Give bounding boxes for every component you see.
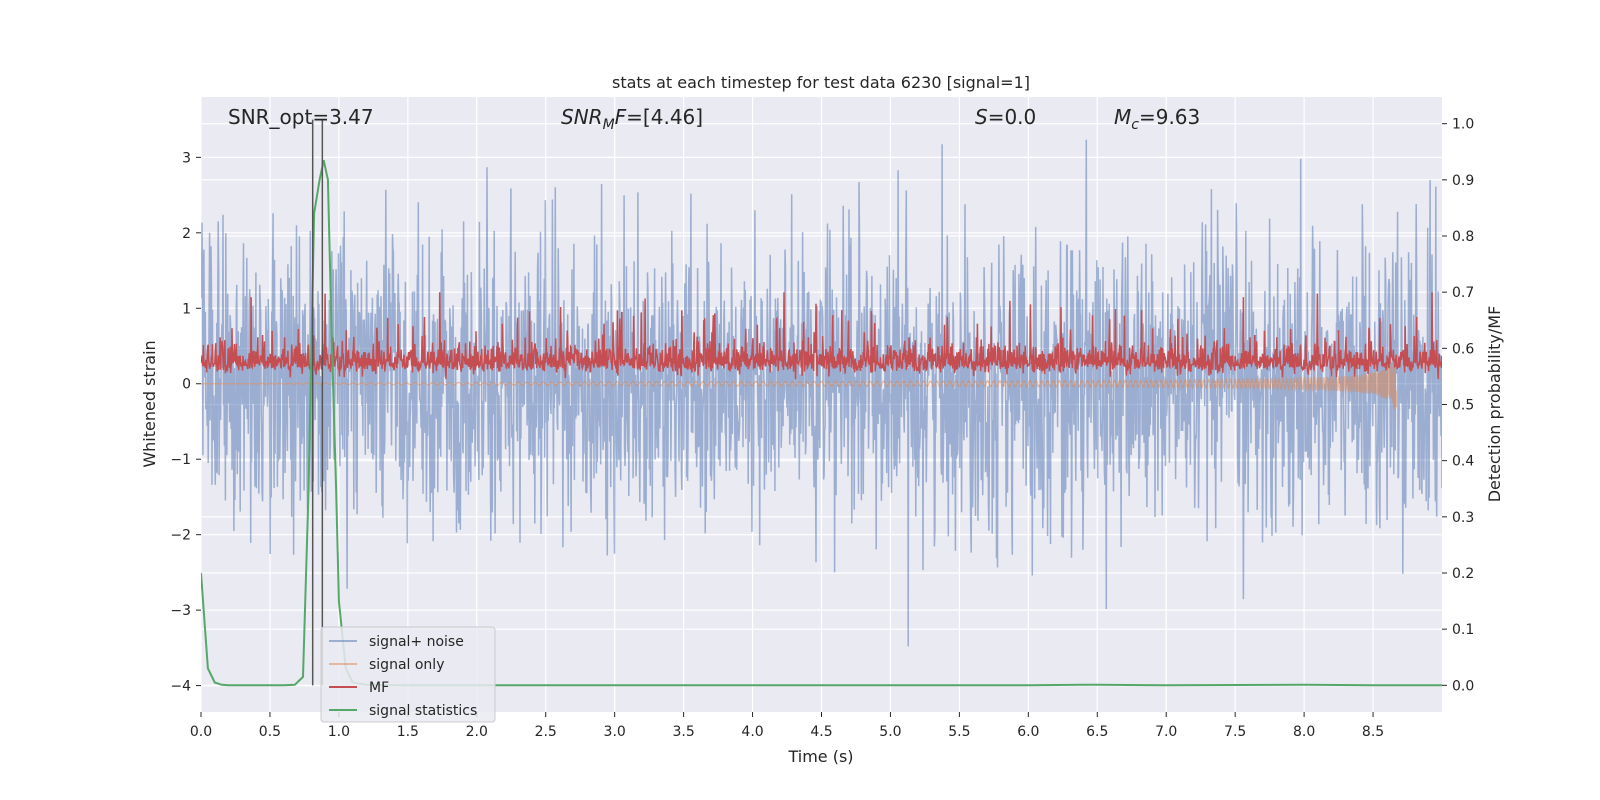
vertical-markers bbox=[311, 119, 324, 686]
y2-tick-label: 0.5 bbox=[1452, 398, 1474, 414]
x-tick-label: 0.0 bbox=[190, 724, 212, 740]
y-tick-label: −3 bbox=[170, 603, 191, 619]
x-tick-label: 5.5 bbox=[948, 724, 970, 740]
annotation-snr-mf: SNRMF=[4.46] bbox=[561, 105, 703, 133]
x-tick-label: 7.5 bbox=[1224, 724, 1246, 740]
series-signal-statistics-line bbox=[201, 159, 1442, 687]
x-tick-label: 2.5 bbox=[535, 724, 557, 740]
legend: signal+ noise signal only MF signal statist… bbox=[320, 626, 496, 723]
x-tick-label: 5.0 bbox=[879, 724, 901, 740]
x-tick-label: 6.0 bbox=[1017, 724, 1039, 740]
legend-label: signal statistics bbox=[369, 703, 477, 719]
y2-tick-label: 0.6 bbox=[1452, 341, 1474, 357]
y-tick-label: 2 bbox=[182, 226, 191, 242]
x-tick-label: 6.5 bbox=[1086, 724, 1108, 740]
annotation-s: S=0.0 bbox=[975, 105, 1036, 129]
x-tick-label: 1.5 bbox=[397, 724, 419, 740]
annotation-snr-opt: SNR_opt=3.47 bbox=[228, 105, 374, 129]
chart-title: stats at each timestep for test data 623… bbox=[612, 73, 1030, 92]
annotation-mc: Mc=9.63 bbox=[1114, 105, 1200, 133]
annotations: SNR_opt=3.47 SNRMF=[4.46] S=0.0 Mc=9.63 bbox=[228, 105, 1200, 133]
y2-tick-label: 0.2 bbox=[1452, 566, 1474, 582]
x-tick-label: 7.0 bbox=[1155, 724, 1177, 740]
y-tick-label: 3 bbox=[182, 150, 191, 166]
x-tick-label: 4.0 bbox=[741, 724, 763, 740]
y2-axis-label: Detection probability/MF bbox=[1485, 306, 1504, 503]
y2-tick-label: 0.1 bbox=[1452, 622, 1474, 638]
y-tick-label: 1 bbox=[182, 301, 191, 317]
y2-tick-label: 0.4 bbox=[1452, 454, 1474, 470]
y2-tick-label: 1.0 bbox=[1452, 117, 1474, 133]
y-tick-label: −2 bbox=[170, 528, 191, 544]
legend-label: MF bbox=[369, 680, 389, 696]
x-axis-label: Time (s) bbox=[787, 747, 853, 766]
series-mf-line bbox=[201, 292, 1442, 380]
tick-labels: 0.0 0.5 1.0 1.5 2.0 2.5 3.0 3.5 4.0 4.5 5.0 5.5 6.0 6… bbox=[170, 117, 1474, 740]
y2-tick-label: 0.9 bbox=[1452, 173, 1474, 189]
y2-tick-label: 0.7 bbox=[1452, 285, 1474, 301]
x-tick-label: 3.5 bbox=[672, 724, 694, 740]
x-tick-label: 4.5 bbox=[810, 724, 832, 740]
series-layer bbox=[201, 139, 1442, 687]
x-tick-label: 1.0 bbox=[328, 724, 350, 740]
y-tick-label: 0 bbox=[182, 377, 191, 393]
grid bbox=[200, 97, 1442, 712]
x-tick-label: 8.0 bbox=[1293, 724, 1315, 740]
y-axis-label: Whitened strain bbox=[140, 340, 159, 467]
y2-tick-label: 0.8 bbox=[1452, 229, 1474, 245]
x-tick-label: 8.5 bbox=[1362, 724, 1384, 740]
series-signal-only-line bbox=[201, 358, 1398, 410]
x-tick-label: 2.0 bbox=[466, 724, 488, 740]
x-tick-label: 0.5 bbox=[259, 724, 281, 740]
y-tick-label: −4 bbox=[170, 679, 191, 695]
y-tick-label: −1 bbox=[170, 452, 191, 468]
legend-box bbox=[320, 626, 496, 723]
y2-tick-label: 0.0 bbox=[1452, 678, 1474, 694]
legend-label: signal+ noise bbox=[369, 634, 464, 650]
y2-tick-label: 0.3 bbox=[1452, 510, 1474, 526]
legend-label: signal only bbox=[369, 657, 444, 673]
x-tick-label: 3.0 bbox=[604, 724, 626, 740]
